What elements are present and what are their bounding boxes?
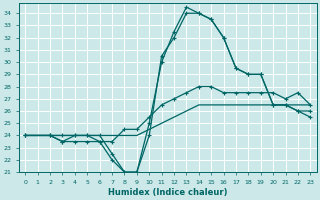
X-axis label: Humidex (Indice chaleur): Humidex (Indice chaleur) (108, 188, 228, 197)
